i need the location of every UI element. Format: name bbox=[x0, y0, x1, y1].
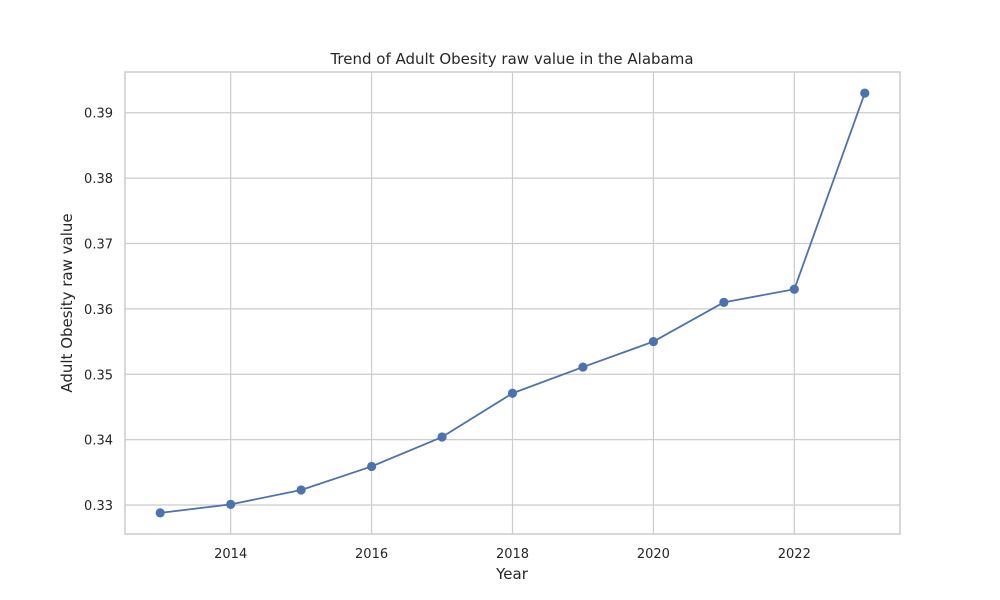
data-point-2018 bbox=[507, 388, 518, 398]
data-point-2020 bbox=[648, 336, 659, 347]
data-point-2022 bbox=[789, 284, 799, 294]
x-tick-label: 2014 bbox=[214, 547, 247, 562]
y-tick-label: 0.37 bbox=[84, 238, 113, 253]
tick-labels: 2014 2016 2018 2020 2022 0.33 0.34 0.35 0.36 0.37… bbox=[84, 107, 811, 562]
y-tick-label: 0.35 bbox=[84, 368, 113, 383]
data-point-2016 bbox=[366, 461, 377, 472]
x-tick-label: 2022 bbox=[778, 547, 811, 562]
grid-lines bbox=[125, 72, 900, 534]
data-point-2023 bbox=[860, 88, 870, 98]
data-point-2013 bbox=[155, 508, 165, 518]
data-point-2014 bbox=[226, 499, 236, 509]
data-point-2019 bbox=[578, 362, 588, 372]
y-tick-label: 0.33 bbox=[84, 499, 113, 514]
data-point-2017 bbox=[437, 432, 447, 442]
data-point-2021 bbox=[719, 297, 729, 307]
x-tick-label: 2016 bbox=[355, 547, 388, 562]
y-tick-label: 0.34 bbox=[84, 434, 113, 449]
y-tick-label: 0.39 bbox=[84, 107, 113, 122]
y-tick-label: 0.38 bbox=[84, 172, 113, 187]
x-tick-label: 2020 bbox=[637, 547, 670, 562]
data-point-2015 bbox=[296, 485, 306, 495]
y-axis-label: Adult Obesity raw value bbox=[58, 213, 76, 392]
x-tick-label: 2018 bbox=[496, 547, 529, 562]
y-tick-label: 0.36 bbox=[84, 303, 113, 318]
series-layer bbox=[155, 88, 870, 518]
plot-frame bbox=[124, 71, 901, 535]
chart-title: Trend of Adult Obesity raw value in the … bbox=[329, 50, 693, 68]
x-axis-label: Year bbox=[495, 565, 529, 583]
